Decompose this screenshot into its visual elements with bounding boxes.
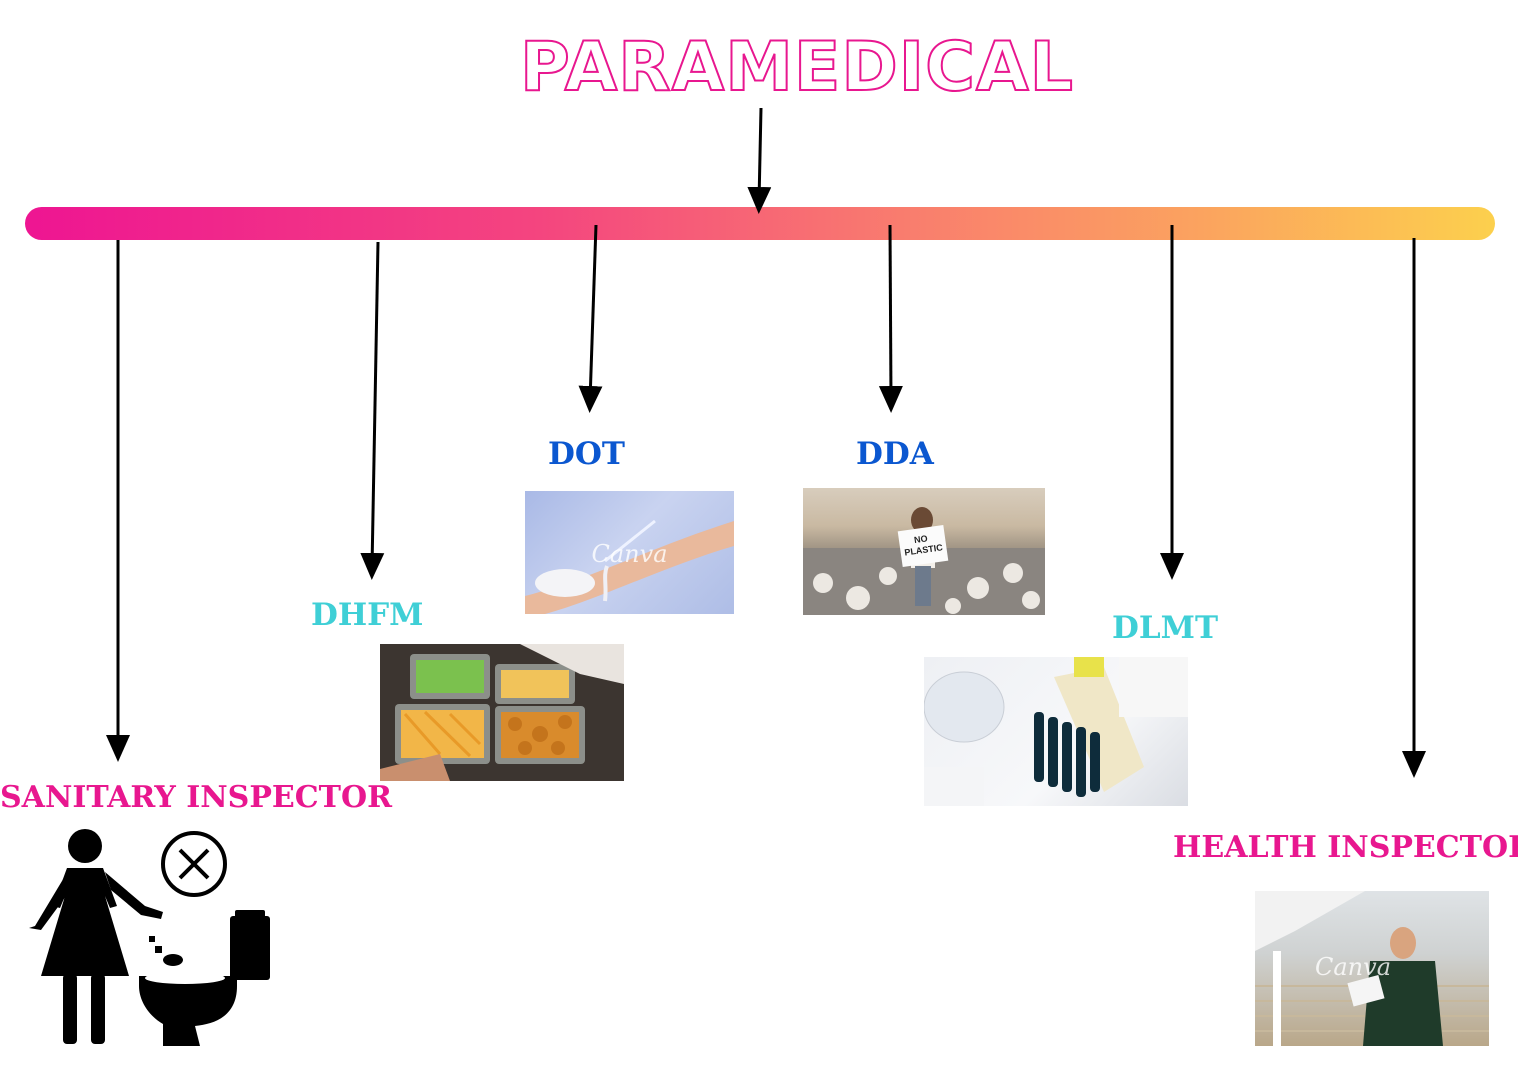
branch-label-dhfm: DHFM <box>311 597 424 633</box>
arrow-dda <box>878 224 903 413</box>
branch-label-sanitary: SANITARY INSPECTOR <box>0 780 393 815</box>
health-inspector-photo: Canva <box>1255 891 1489 1046</box>
no-littering-toilet-icon <box>29 829 270 1046</box>
health-photo-watermark: Canva <box>1315 953 1391 981</box>
arrow-dhfm <box>360 241 385 580</box>
arrow-title <box>747 107 772 214</box>
arrow-dot <box>578 224 603 413</box>
cross-circle-icon <box>161 831 227 897</box>
branch-label-dda: DDA <box>856 436 934 472</box>
page-title: PARAMEDICAL <box>519 27 1074 108</box>
dot-photo-watermark: Canva <box>591 540 668 569</box>
dlmt-photo <box>924 657 1188 806</box>
branch-label-dlmt: DLMT <box>1112 610 1219 646</box>
dot-photo: Canva <box>525 491 734 614</box>
dda-photo: NO PLASTIC <box>803 488 1045 615</box>
branch-label-health: HEALTH INSPECTOR <box>1173 830 1518 865</box>
branch-label-dot: DOT <box>548 436 625 472</box>
dhfm-photo <box>380 644 624 781</box>
